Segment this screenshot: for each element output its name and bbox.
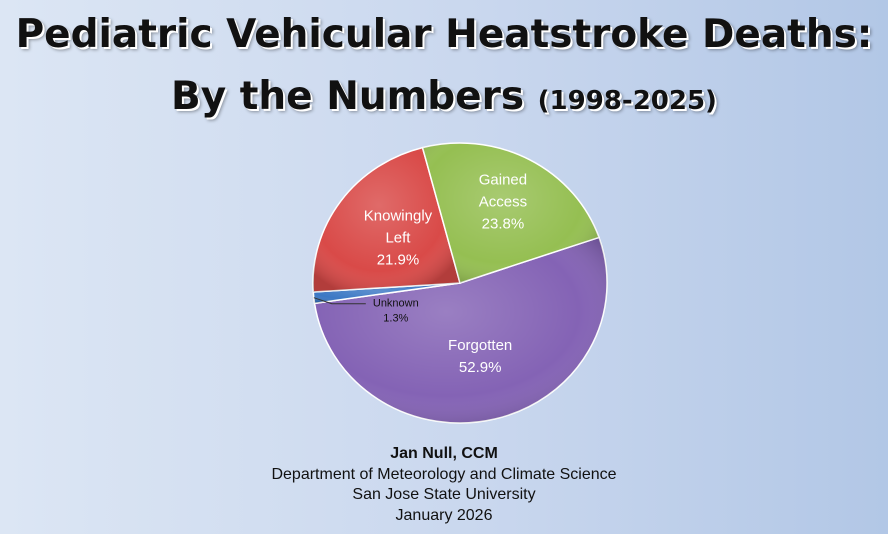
publication-date: January 2026 <box>395 506 493 524</box>
pie-labels: Forgotten 52.9% Unknown 1.3% Knowingly Left 21… <box>313 171 527 376</box>
department-name: Department of Meteorology and Climate Sc… <box>271 465 617 483</box>
slice-label-knowingly-left: Knowingly Left 21.9% <box>364 207 433 268</box>
title-text-line1: Pediatric Vehicular Heatstroke Deaths: <box>15 12 873 57</box>
title-text-line2: By the Numbers <box>171 74 525 119</box>
title-years: (1998-2025) <box>537 86 717 116</box>
chart-title-line2: By the Numbers (1998-2025) <box>0 74 888 119</box>
pie-slices <box>312 142 608 424</box>
credits-block: Jan Null, CCM Department of Meteorology … <box>0 444 888 526</box>
slice-label-unknown: Unknown 1.3% <box>373 298 419 325</box>
chart-title-line1: Pediatric Vehicular Heatstroke Deaths: <box>0 12 888 57</box>
leader-line-unknown <box>313 297 366 305</box>
slice-label-forgotten: Forgotten 52.9% <box>448 337 512 376</box>
author-name: Jan Null, CCM <box>390 445 498 462</box>
university-name: San Jose State University <box>352 486 536 503</box>
slice-label-gained-access: Gained Access 23.8% <box>479 171 527 232</box>
